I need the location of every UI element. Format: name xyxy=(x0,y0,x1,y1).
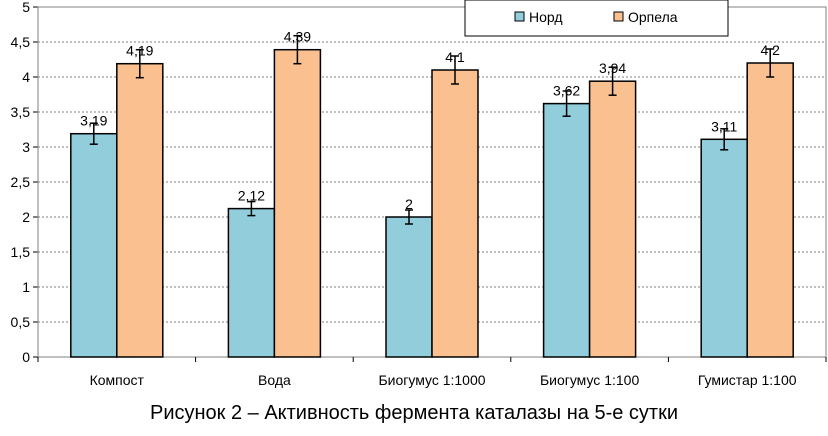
legend-label: Орпела xyxy=(628,9,678,25)
bar xyxy=(542,102,591,358)
legend-label: Норд xyxy=(529,9,563,25)
data-label: 4,19 xyxy=(126,43,153,59)
data-label: 3,94 xyxy=(599,60,626,76)
category-label: Биогумус 1:100 xyxy=(540,372,640,388)
data-label: 3,11 xyxy=(711,118,737,134)
figure-caption: Рисунок 2 – Активность фермента каталазы… xyxy=(149,402,679,424)
category-label: Биогумус 1:1000 xyxy=(378,372,485,388)
bar xyxy=(588,80,637,358)
y-tick-label: 3,5 xyxy=(11,104,31,120)
bar-chart: 0 0,5 1 1,5 2 2,5 3 3,5 4 4,5 5 3,19 4,19 Компост 2,12… xyxy=(11,0,827,388)
data-label: 3,19 xyxy=(80,113,107,129)
bar xyxy=(70,132,118,358)
bar xyxy=(700,138,748,358)
category-label: Гумистар 1:100 xyxy=(698,372,797,388)
y-tick-label: 1 xyxy=(22,279,30,295)
data-label: 4,39 xyxy=(284,29,311,45)
bar xyxy=(273,48,322,358)
bar xyxy=(746,62,794,358)
category-label: Компост xyxy=(90,372,145,388)
data-label: 3,62 xyxy=(553,83,580,99)
bar xyxy=(431,69,479,358)
y-tick-label: 2 xyxy=(22,209,30,225)
category-label: Вода xyxy=(258,372,291,388)
data-label: 4,1 xyxy=(445,49,465,65)
y-tick-label: 3 xyxy=(22,139,30,155)
legend-swatch xyxy=(514,11,525,22)
y-tick-label: 0 xyxy=(22,349,30,365)
y-tick-label: 4 xyxy=(22,69,30,85)
y-tick-label: 2,5 xyxy=(11,174,31,190)
legend xyxy=(464,0,729,37)
bar xyxy=(116,62,164,358)
data-label: 4,2 xyxy=(760,42,780,58)
data-label: 2,12 xyxy=(238,188,265,204)
bar xyxy=(385,216,433,358)
data-label: 2 xyxy=(405,196,413,212)
bar xyxy=(227,207,276,358)
y-tick-label: 1,5 xyxy=(11,244,31,260)
y-tick-label: 4,5 xyxy=(11,34,31,50)
y-tick-label: 0,5 xyxy=(11,314,31,330)
y-tick-label: 5 xyxy=(22,0,30,15)
legend-swatch xyxy=(613,11,624,22)
